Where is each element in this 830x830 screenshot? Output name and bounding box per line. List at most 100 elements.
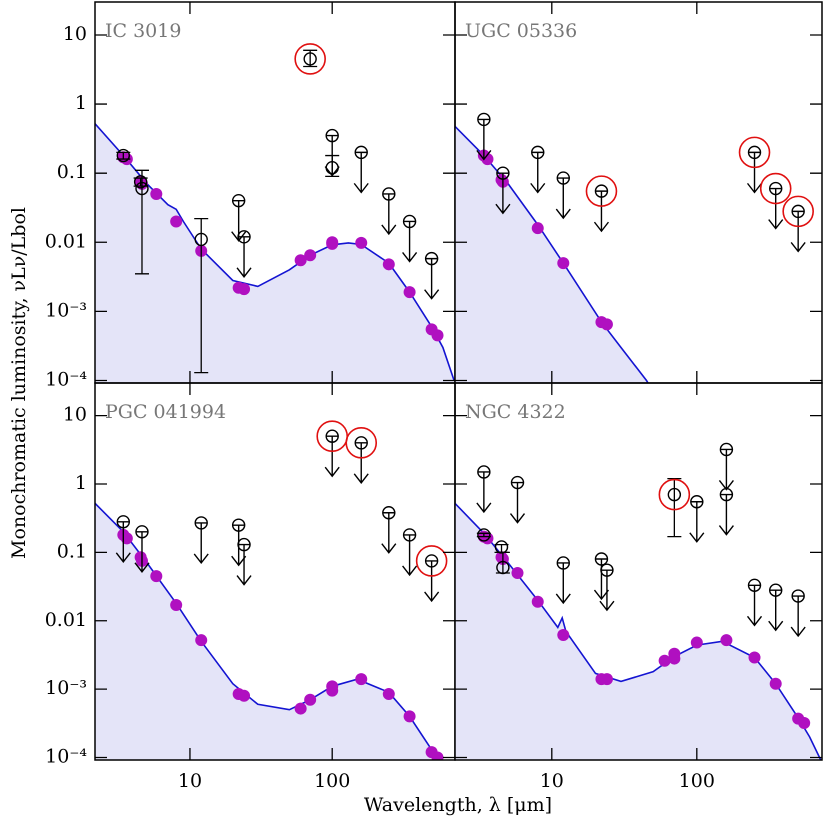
upper-limit-point	[719, 442, 734, 457]
x-tick-label: 10	[178, 770, 202, 792]
model-area	[95, 503, 438, 760]
y-tick-label: 10⁻³	[45, 299, 87, 321]
upper-limit-point	[382, 187, 396, 201]
model-photometry	[690, 636, 703, 649]
model-photometry	[600, 318, 613, 331]
upper-limit-point	[747, 145, 762, 160]
x-tick-label: 100	[679, 770, 715, 792]
model-photometry	[658, 654, 671, 667]
model-photometry	[304, 249, 317, 262]
upper-limit-point	[194, 516, 208, 530]
upper-limit-point	[600, 563, 614, 577]
model-photometry	[326, 236, 339, 249]
upper-limit-point	[354, 436, 368, 450]
model-photometry	[170, 599, 183, 612]
model-photometry	[355, 673, 368, 686]
flagged-point	[738, 136, 771, 169]
model-photometry	[431, 751, 444, 760]
upper-limit-point	[231, 518, 246, 532]
model-photometry	[150, 187, 163, 200]
panel-label: UGC 05336	[465, 20, 577, 42]
detection	[494, 540, 509, 554]
upper-limit-point	[424, 251, 439, 266]
model-photometry	[294, 702, 307, 715]
plot-area	[95, 420, 448, 760]
upper-limit-point	[769, 181, 783, 196]
model-photometry	[403, 286, 416, 299]
y-tick-label: 10⁻⁴	[45, 368, 87, 390]
upper-limit-point	[325, 429, 339, 443]
detection	[116, 148, 131, 163]
upper-limit-point	[135, 525, 149, 539]
model-photometry	[557, 628, 570, 641]
detection	[194, 232, 208, 247]
panel-frame	[454, 382, 823, 761]
model-photometry	[769, 677, 782, 690]
model-line	[455, 502, 822, 760]
y-tick-label: 1	[75, 92, 87, 114]
upper-limit-point	[402, 528, 417, 542]
model-photometry	[150, 570, 163, 583]
y-tick-label: 0.01	[45, 609, 87, 631]
upper-limit-point	[791, 589, 805, 603]
upper-limit-point	[531, 145, 545, 160]
flagged-point	[585, 175, 618, 207]
upper-limit-point	[231, 193, 246, 208]
y-tick-label: 0.01	[45, 230, 87, 252]
plot-area	[455, 442, 822, 760]
y-tick-label: 1	[75, 472, 87, 494]
flagged-point	[345, 427, 378, 459]
detection	[303, 52, 317, 66]
plot-area	[455, 112, 814, 383]
detection	[496, 560, 510, 575]
upper-limit-point	[477, 465, 491, 479]
panel: 10 100 NGC 4322	[454, 382, 823, 792]
model-photometry	[304, 693, 317, 706]
upper-limit-point	[325, 128, 339, 143]
model-photometry	[600, 673, 613, 686]
upper-limit-point	[747, 578, 762, 593]
upper-limit-point	[594, 552, 609, 566]
model-photometry	[431, 329, 444, 342]
upper-limit-point	[237, 537, 251, 552]
model-photometry	[531, 222, 544, 235]
panel-label: PGC 041994	[105, 401, 226, 423]
x-tick-label: 100	[314, 770, 350, 792]
upper-limit-point	[402, 214, 417, 229]
detection	[667, 487, 682, 502]
plot-area	[95, 43, 455, 383]
model-photometry	[748, 651, 761, 664]
error-bar	[667, 477, 682, 538]
y-tick-label: 10	[63, 23, 87, 45]
model-photometry	[170, 215, 183, 228]
error-bar	[476, 532, 491, 538]
model-photometry	[238, 283, 251, 296]
model-area	[455, 126, 649, 383]
panel: 10 1 0.1 0.01 10⁻³ 10⁻⁴ 10 100 PGC 041994	[45, 382, 456, 792]
upper-limit-point	[237, 230, 251, 244]
model-photometry	[382, 687, 395, 700]
y-tick-label: 0.1	[57, 540, 87, 562]
model-photometry	[355, 236, 368, 249]
upper-limit-point	[477, 112, 491, 127]
y-axis-label: Monochromatic luminosity, νLν/Lbol	[8, 207, 30, 559]
upper-limit-point	[354, 145, 368, 160]
y-tick-label: 10⁻⁴	[45, 746, 87, 768]
model-photometry	[720, 634, 733, 647]
y-tick-label: 0.1	[57, 161, 87, 183]
model-photometry	[382, 258, 395, 271]
model-photometry	[531, 595, 544, 608]
upper-limit-point	[719, 487, 734, 502]
model-area	[95, 123, 455, 383]
model-photometry	[511, 566, 524, 579]
upper-limit-point	[556, 171, 570, 185]
error-bar	[194, 217, 209, 374]
upper-limit-point	[769, 583, 783, 597]
upper-limit-point	[791, 204, 805, 219]
detection	[133, 175, 148, 189]
detection	[477, 528, 491, 542]
flagged-point	[294, 43, 326, 75]
model-area	[455, 503, 821, 760]
model-photometry	[294, 254, 307, 267]
